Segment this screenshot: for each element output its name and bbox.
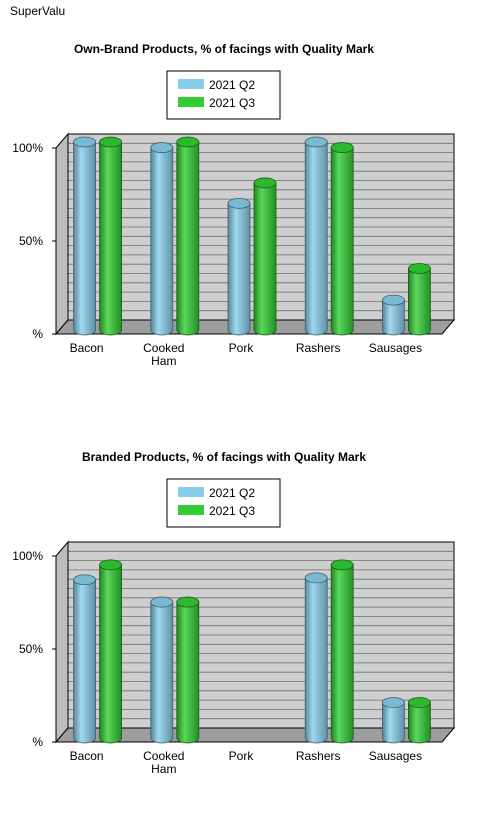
x-tick-label: Pork xyxy=(229,341,255,355)
y-tick-label: 100% xyxy=(12,549,43,563)
legend-label: 2021 Q3 xyxy=(209,504,255,518)
bar xyxy=(330,559,354,744)
y-tick-label: % xyxy=(32,327,43,341)
x-tick-label: Cooked Ham xyxy=(143,749,184,776)
chart-title: Branded Products, % of facings with Qual… xyxy=(82,450,366,464)
bar xyxy=(381,294,405,336)
bar xyxy=(304,572,328,744)
x-tick-label: Cooked Ham xyxy=(143,341,184,368)
x-tick-label: Bacon xyxy=(70,749,104,763)
own-brand-chart: Own-Brand Products, % of facings with Qu… xyxy=(12,42,456,368)
bar xyxy=(304,136,328,336)
x-tick-label: Sausages xyxy=(369,749,422,763)
bar xyxy=(407,263,431,336)
bar xyxy=(253,177,277,336)
bar xyxy=(99,559,122,744)
x-tick-label: Pork xyxy=(229,749,255,763)
y-tick-label: 50% xyxy=(19,234,43,248)
bar xyxy=(176,596,200,744)
bar xyxy=(381,697,405,744)
y-tick-label: 50% xyxy=(19,642,43,656)
x-tick-label: Rashers xyxy=(296,341,341,355)
legend-label: 2021 Q2 xyxy=(209,486,255,500)
legend: 2021 Q2 2021 Q3 xyxy=(166,478,281,528)
x-tick-label: Bacon xyxy=(70,341,104,355)
y-tick-label: % xyxy=(32,735,43,749)
bar xyxy=(73,574,96,744)
legend: 2021 Q2 2021 Q3 xyxy=(166,70,281,120)
y-tick-label: 100% xyxy=(12,141,43,155)
branded-chart: Branded Products, % of facings with Qual… xyxy=(12,450,456,776)
legend-label: 2021 Q3 xyxy=(209,96,255,110)
plot-side-wall xyxy=(55,540,69,744)
store-name: SuperValu xyxy=(10,4,66,18)
legend-label: 2021 Q2 xyxy=(209,78,255,92)
bar xyxy=(176,136,200,336)
bar xyxy=(150,142,174,336)
chart-title: Own-Brand Products, % of facings with Qu… xyxy=(74,42,374,56)
legend-swatch xyxy=(178,79,204,89)
bar xyxy=(73,136,96,336)
legend-swatch xyxy=(178,505,204,515)
x-tick-label: Rashers xyxy=(296,749,341,763)
legend-swatch xyxy=(178,487,204,497)
bar xyxy=(407,697,431,744)
bar xyxy=(99,136,122,336)
x-tick-label: Sausages xyxy=(369,341,422,355)
legend-swatch xyxy=(178,97,204,107)
bar xyxy=(227,197,251,336)
plot-side-wall xyxy=(55,132,69,336)
bar xyxy=(150,596,174,744)
bar xyxy=(330,142,354,336)
